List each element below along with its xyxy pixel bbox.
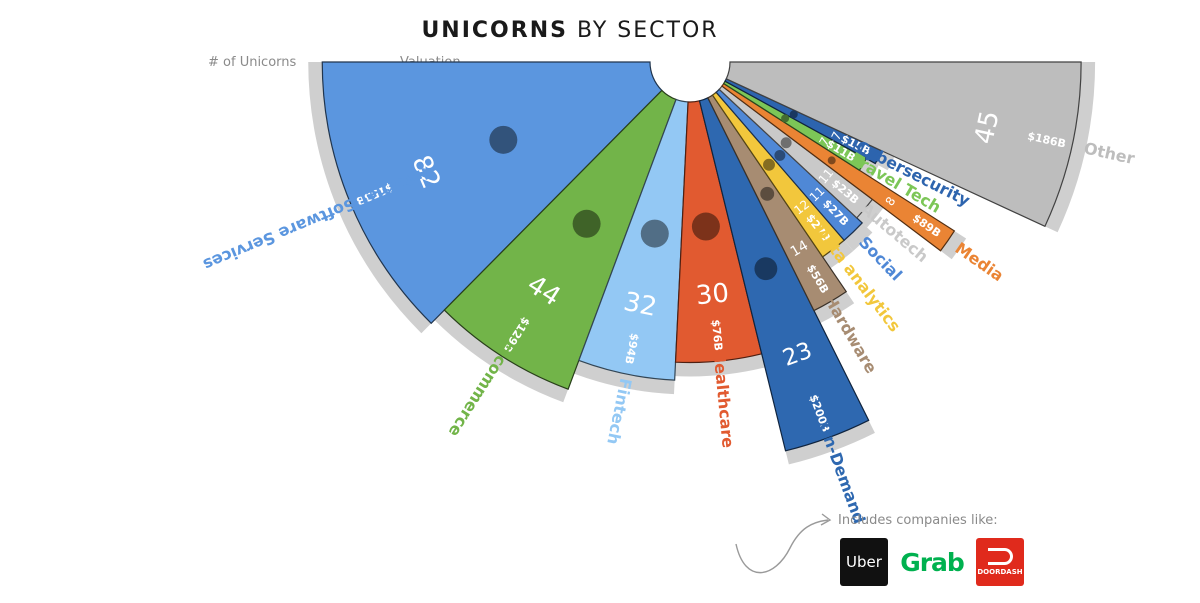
uber-logo: Uber	[840, 538, 888, 586]
plane-icon	[781, 114, 790, 123]
note-arrow	[735, 519, 829, 574]
wedge-e-commerce	[443, 89, 677, 390]
wedge-on-demand	[698, 96, 870, 452]
chart-title-bold: UNICORNS	[421, 18, 568, 43]
doordash-logo: DOORDASH	[976, 538, 1024, 586]
people-icon	[774, 149, 786, 161]
wedge-other	[725, 61, 1082, 228]
note-text: Includes companies like:	[838, 513, 998, 528]
lock-icon	[789, 110, 798, 119]
bar-chart-icon	[763, 158, 775, 171]
count-column-header: # of Unicorns	[208, 55, 297, 70]
chart-title: UNICORNS BY SECTOR	[0, 18, 1140, 43]
chart-title-rest: BY SECTOR	[576, 18, 719, 43]
sector-label-media: Media	[952, 238, 1008, 285]
car-icon	[780, 137, 792, 149]
chip-icon	[760, 186, 775, 201]
thumbs-up-icon	[754, 257, 778, 281]
globe-icon	[489, 125, 518, 154]
note-arrow-head	[820, 513, 832, 526]
valuation-label-fintech: $94B	[622, 332, 641, 365]
shopping-cart-icon	[572, 209, 601, 238]
count-label-hardware: 14	[788, 237, 811, 260]
wedge-fintech	[578, 98, 689, 381]
sector-label-other: Other	[1082, 139, 1136, 169]
count-label-healthcare: 30	[695, 278, 731, 311]
credit-card-icon	[640, 219, 669, 248]
valuation-label-healthcare: $76B	[709, 319, 725, 351]
film-icon	[827, 156, 836, 165]
count-label-fintech: 32	[621, 287, 659, 323]
grab-logo: Grab	[900, 547, 965, 577]
wedge-internet-software-services	[321, 61, 663, 325]
count-label-other: 45	[969, 108, 1005, 147]
sector-label-fintech: Fintech	[603, 377, 635, 447]
medical-cross-icon	[691, 212, 720, 241]
